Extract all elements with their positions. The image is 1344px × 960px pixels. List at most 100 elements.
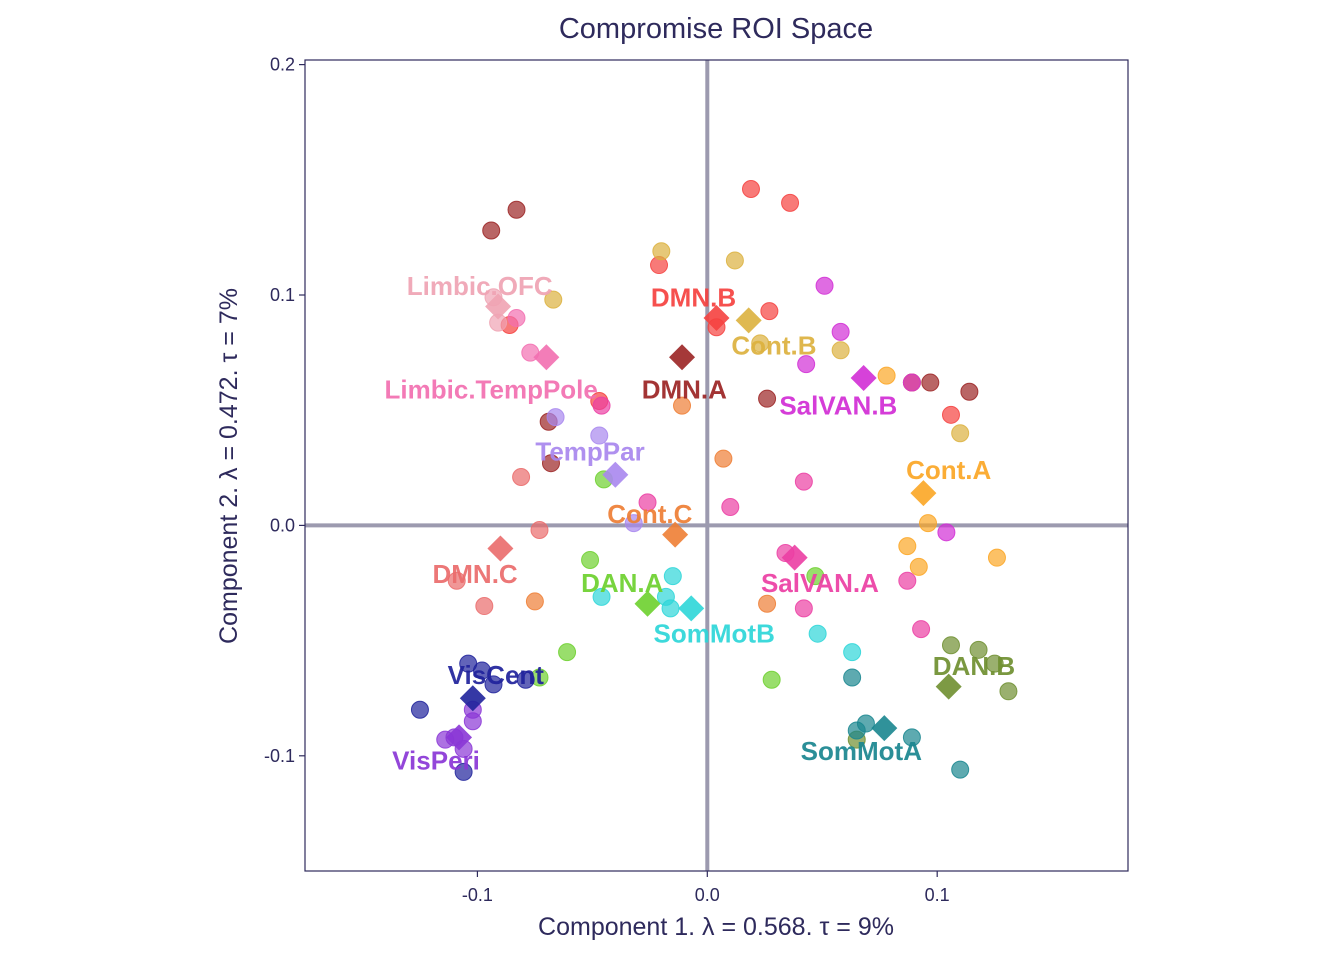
- point-dmn-a: [960, 382, 979, 401]
- point-sommotb: [661, 599, 680, 618]
- point-sommota: [951, 760, 970, 779]
- point-sommotb: [843, 643, 862, 662]
- x-tick-label: 0.0: [695, 885, 720, 905]
- point-dmn-c: [475, 597, 494, 616]
- point-dmn-a: [758, 389, 777, 408]
- point-salvan-a: [912, 620, 931, 639]
- point-cont-a: [987, 548, 1006, 567]
- group-centroids: [446, 293, 962, 751]
- point-dan-a: [806, 567, 825, 586]
- group-labels: Limbic.OFC DMN.B Cont.B Limbic.TempPole DMN.…: [385, 271, 1016, 776]
- point-cont-c: [758, 594, 777, 613]
- centroid-cont-a: [910, 480, 937, 507]
- point-dmn-a: [507, 200, 526, 219]
- point-salvan-b: [831, 322, 850, 341]
- point-salvan-a: [721, 497, 740, 516]
- point-dmn-c: [447, 571, 466, 590]
- point-cont-c: [714, 449, 733, 468]
- point-cont-b: [751, 334, 770, 353]
- plot-panel: [304, 59, 1129, 872]
- x-tick-label: -0.1: [462, 885, 493, 905]
- label-cont-a: Cont.A: [906, 455, 991, 485]
- label-limbic-temppole: Limbic.TempPole: [385, 374, 598, 404]
- point-temppar: [624, 514, 643, 533]
- centroid-salvan-b: [850, 364, 877, 391]
- point-dan-a: [558, 643, 577, 662]
- label-temppar: TempPar: [535, 437, 644, 467]
- centroid-limbic-temppole: [533, 344, 560, 371]
- label-salvan-b: SalVAN.B: [779, 391, 897, 421]
- point-dan-b: [941, 636, 960, 655]
- point-dmn-a: [482, 221, 501, 240]
- point-salvan-b: [937, 523, 956, 542]
- label-sommota: SomMotA: [801, 736, 923, 766]
- point-limbic-temppole: [507, 309, 526, 328]
- point-sommotb: [808, 624, 827, 643]
- y-tick-label: 0.0: [270, 515, 295, 535]
- point-cont-b: [652, 242, 671, 261]
- point-temppar: [546, 408, 565, 427]
- point-dan-a: [581, 550, 600, 569]
- point-cont-b: [831, 341, 850, 360]
- axis-ticks: -0.1 0.0 0.1 -0.1 0.0 0.1 0.2: [264, 55, 950, 905]
- label-dmn-a: DMN.A: [642, 374, 727, 404]
- centroid-dan-a: [634, 590, 661, 617]
- point-dmn-b: [781, 193, 800, 212]
- y-tick-label: 0.2: [270, 55, 295, 75]
- point-salvan-a: [592, 396, 611, 415]
- point-dan-b: [985, 654, 1004, 673]
- point-cont-c: [525, 592, 544, 611]
- point-dan-a: [762, 670, 781, 689]
- point-cont-b: [725, 251, 744, 270]
- point-viscent: [516, 670, 535, 689]
- point-sommota: [847, 721, 866, 740]
- label-viscent: VisCent: [448, 660, 545, 690]
- centroid-dmn-a: [669, 344, 696, 371]
- y-axis-title: Component 2. λ = 0.472. τ = 7%: [215, 288, 243, 644]
- label-sommotb: SomMotB: [654, 619, 775, 649]
- reference-lines: [305, 60, 1128, 871]
- point-cont-b: [544, 290, 563, 309]
- centroid-dan-b: [935, 673, 962, 700]
- point-dmn-a: [921, 373, 940, 392]
- x-axis-title: Component 1. λ = 0.568. τ = 9%: [538, 913, 894, 941]
- point-dmn-c: [530, 521, 549, 540]
- point-sommota: [902, 728, 921, 747]
- point-temppar: [590, 426, 609, 445]
- x-tick-label: 0.1: [925, 885, 950, 905]
- point-viscent: [484, 675, 503, 694]
- point-sommota: [843, 668, 862, 687]
- point-cont-a: [877, 366, 896, 385]
- centroid-sommota: [871, 715, 898, 742]
- point-salvan-b: [815, 276, 834, 295]
- y-tick-label: 0.1: [270, 285, 295, 305]
- point-cont-a: [918, 514, 937, 533]
- centroid-temppar: [602, 461, 629, 488]
- point-dmn-a: [541, 454, 560, 473]
- centroid-sommotb: [678, 595, 705, 622]
- centroid-dmn-b: [703, 305, 730, 332]
- point-cont-a: [898, 537, 917, 556]
- point-cont-c: [673, 396, 692, 415]
- label-salvan-a: SalVAN.A: [761, 568, 879, 598]
- point-cont-b: [951, 424, 970, 443]
- point-cont-a: [909, 557, 928, 576]
- centroid-viscent: [459, 685, 486, 712]
- point-salvan-a: [794, 472, 813, 491]
- point-salvan-b: [797, 355, 816, 374]
- label-visperi: VisPeri: [392, 745, 480, 775]
- label-cont-b: Cont.B: [731, 331, 816, 361]
- label-dmn-c: DMN.C: [433, 559, 518, 589]
- point-salvan-a: [794, 599, 813, 618]
- point-visperi: [463, 712, 482, 731]
- point-viscent: [410, 700, 429, 719]
- point-dmn-b: [760, 302, 779, 321]
- point-dan-b: [999, 682, 1018, 701]
- point-salvan-a: [898, 571, 917, 590]
- point-dmn-c: [512, 468, 531, 487]
- label-limbic-ofc: Limbic.OFC: [407, 271, 553, 301]
- centroid-cont-b: [735, 307, 762, 334]
- point-dan-b: [969, 640, 988, 659]
- centroid-salvan-a: [781, 544, 808, 571]
